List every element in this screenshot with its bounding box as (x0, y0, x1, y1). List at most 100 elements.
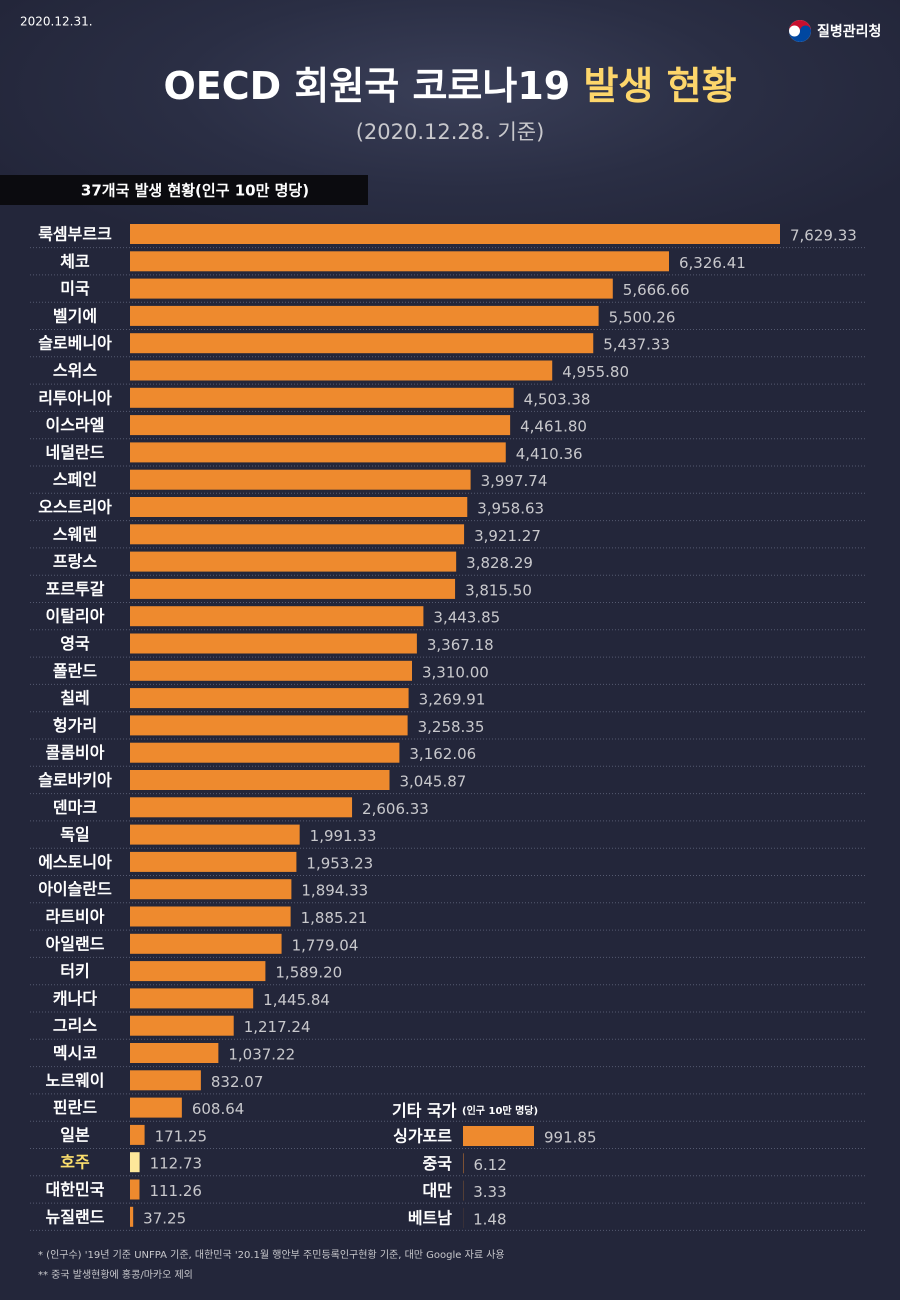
bar (130, 633, 417, 654)
value-label: 608.64 (192, 1100, 245, 1118)
category-label: 라트비아 (46, 907, 105, 926)
other-title-main: 기타 국가 (392, 1101, 457, 1120)
bar (130, 851, 297, 872)
category-label: 아이슬란드 (38, 880, 112, 899)
bar (130, 251, 669, 272)
value-label: 3,958.63 (477, 500, 544, 518)
value-label: 1,589.20 (275, 964, 342, 982)
value-label: 3,367.18 (427, 636, 494, 654)
bar (130, 961, 266, 982)
category-label: 룩셈부르크 (38, 225, 112, 244)
value-label: 3,269.91 (419, 691, 486, 709)
bar (130, 551, 457, 572)
category-label: 포르투갈 (46, 579, 105, 598)
category-label: 네덜란드 (46, 443, 105, 462)
bar (130, 1179, 140, 1200)
section-header: 37개국 발생 현황(인구 10만 명당) (81, 182, 309, 200)
bar (130, 333, 594, 354)
category-label: 뉴질랜드 (46, 1207, 105, 1226)
value-label: 171.25 (155, 1127, 208, 1145)
value-label: 4,503.38 (524, 390, 591, 408)
category-label: 미국 (60, 279, 90, 298)
category-label: 이탈리아 (46, 607, 105, 626)
value-label: 3,997.74 (481, 472, 548, 490)
value-label: 1,894.33 (301, 882, 368, 900)
bar (130, 906, 291, 927)
category-label: 폴란드 (53, 661, 97, 680)
date: 2020.12.31. (20, 15, 93, 29)
value-label: 3,310.00 (422, 663, 489, 681)
value-label: 1,037.22 (228, 1046, 295, 1064)
category-label: 에스토니아 (38, 852, 112, 871)
value-label: 3,162.06 (409, 745, 476, 763)
category-label: 터키 (60, 962, 89, 981)
bar (130, 278, 613, 299)
bar (130, 1097, 182, 1118)
value-label: 2,606.33 (362, 800, 429, 818)
bar (130, 606, 424, 627)
value-label: 3.33 (473, 1183, 506, 1201)
category-label: 이스라엘 (46, 416, 105, 435)
category-label: 슬로바키아 (38, 771, 112, 790)
value-label: 4,461.80 (520, 418, 587, 436)
value-label: 6,326.41 (679, 254, 746, 272)
value-label: 991.85 (544, 1129, 597, 1147)
value-label: 6.12 (473, 1156, 506, 1174)
title-main: OECD 회원국 코로나19 (163, 64, 570, 108)
bar (130, 824, 300, 845)
section-header-box (0, 175, 368, 205)
value-label: 112.73 (150, 1155, 203, 1173)
bar (130, 988, 254, 1009)
category-label: 호주 (60, 1153, 90, 1172)
category-label: 일본 (60, 1125, 90, 1144)
bar (130, 660, 413, 681)
bar (130, 688, 409, 709)
category-label: 칠레 (60, 689, 89, 708)
bar (130, 1043, 219, 1063)
value-label: 3,921.27 (474, 527, 541, 545)
category-label: 싱가포르 (393, 1127, 452, 1146)
category-label: 스페인 (53, 470, 97, 489)
title-highlight: 발생 현황 (583, 64, 736, 108)
value-label: 1,779.04 (292, 936, 359, 954)
value-label: 5,437.33 (603, 336, 670, 354)
value-label: 4,410.36 (516, 445, 583, 463)
category-label: 멕시코 (53, 1044, 97, 1063)
value-label: 1,885.21 (301, 909, 368, 927)
bar (130, 879, 292, 900)
footnote: ** 중국 발생현황에 홍콩/마카오 제외 (38, 1268, 193, 1281)
title: OECD 회원국 코로나19 발생 현황 (163, 64, 736, 108)
category-label: 독일 (60, 825, 89, 844)
bar (130, 305, 599, 326)
category-label: 대만 (423, 1181, 453, 1200)
value-label: 832.07 (211, 1073, 264, 1091)
bar (130, 933, 282, 954)
value-label: 111.26 (149, 1182, 202, 1200)
category-label: 체코 (60, 252, 90, 271)
category-label: 헝가리 (53, 716, 97, 735)
value-label: 4,955.80 (562, 363, 629, 381)
other-title-sub: (인구 10만 명당) (462, 1104, 538, 1117)
category-label: 베트남 (408, 1208, 452, 1227)
bar (130, 770, 390, 790)
other-title: 기타 국가 (인구 10만 명당) (392, 1101, 538, 1120)
category-label: 캐나다 (53, 989, 97, 1008)
category-label: 스위스 (53, 361, 97, 380)
value-label: 7,629.33 (790, 227, 857, 245)
category-label: 덴마크 (53, 798, 97, 817)
bar (130, 224, 780, 244)
bar (130, 715, 408, 736)
bar (130, 1124, 145, 1145)
bar (130, 1206, 134, 1227)
category-label: 대한민국 (46, 1180, 105, 1199)
bar (130, 742, 400, 763)
bar (130, 469, 471, 490)
category-label: 중국 (423, 1154, 453, 1173)
value-label: 5,500.26 (609, 308, 676, 326)
category-label: 리투아니아 (38, 388, 112, 407)
value-label: 5,666.66 (623, 281, 690, 299)
category-label: 아일랜드 (46, 934, 105, 953)
logo-mark-blue (789, 25, 811, 42)
